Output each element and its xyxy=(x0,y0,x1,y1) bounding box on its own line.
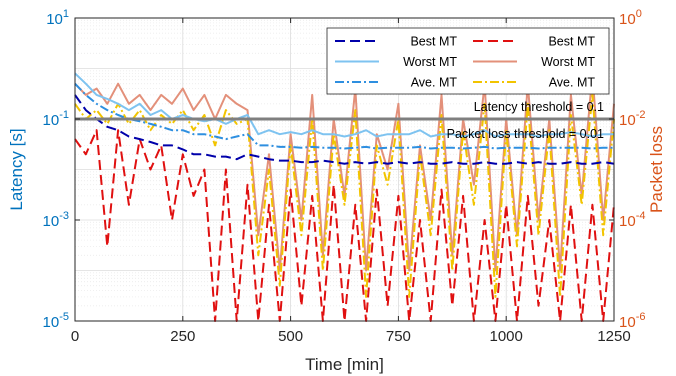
legend-label: Worst MT xyxy=(403,55,457,69)
series-line-left-solid xyxy=(74,72,614,138)
y-axis-left-label: Latency [s] xyxy=(7,128,26,210)
y-left-tick-label: 10-1 xyxy=(43,109,69,129)
y-right-tick-label: 10-4 xyxy=(619,210,645,230)
legend-label: Ave. MT xyxy=(549,76,596,90)
y-right-tick-label: 10-6 xyxy=(619,311,645,331)
y-right-tick-label: 100 xyxy=(619,8,642,28)
y-left-tick-label: 10-5 xyxy=(43,311,69,331)
x-tick-label: 500 xyxy=(278,328,303,345)
legend-label: Ave. MT xyxy=(411,76,458,90)
y-left-tick-label: 10-3 xyxy=(43,210,69,230)
legend-label: Worst MT xyxy=(541,55,595,69)
x-axis-label: Time [min] xyxy=(305,355,384,374)
x-tick-label: 1000 xyxy=(490,328,523,345)
x-tick-label: 1250 xyxy=(597,328,630,345)
series-line-left-dashed xyxy=(74,94,615,165)
legend-label: Best MT xyxy=(548,35,595,49)
legend: Best MT Worst MT Ave. MT Best MT Worst MT Ave… xyxy=(326,27,610,95)
y-left-tick-label: 101 xyxy=(46,8,69,28)
x-tick-label: 250 xyxy=(170,328,195,345)
series-line-left-dashdot xyxy=(74,83,614,150)
x-tick-label: 750 xyxy=(386,328,411,345)
latency-threshold-label: Latency threshold = 0.1 xyxy=(474,100,604,114)
x-tick-label: 0 xyxy=(71,328,79,345)
y-axis-right-label: Packet loss xyxy=(647,126,666,213)
series-line-right-dashed xyxy=(74,129,615,322)
packet-loss-threshold-label: Packet loss threshold = 0.01 xyxy=(447,127,604,141)
legend-label: Best MT xyxy=(410,35,457,49)
plot-frame xyxy=(74,17,615,322)
legend-items: Best MT Worst MT Ave. MT Best MT Worst MT Ave… xyxy=(335,35,595,90)
y-right-tick-label: 10-2 xyxy=(619,109,645,129)
tick-layer: 0 250 500 750 1000 1250 10-5 10-3 10-1 101 10-6 10-… xyxy=(43,8,646,345)
